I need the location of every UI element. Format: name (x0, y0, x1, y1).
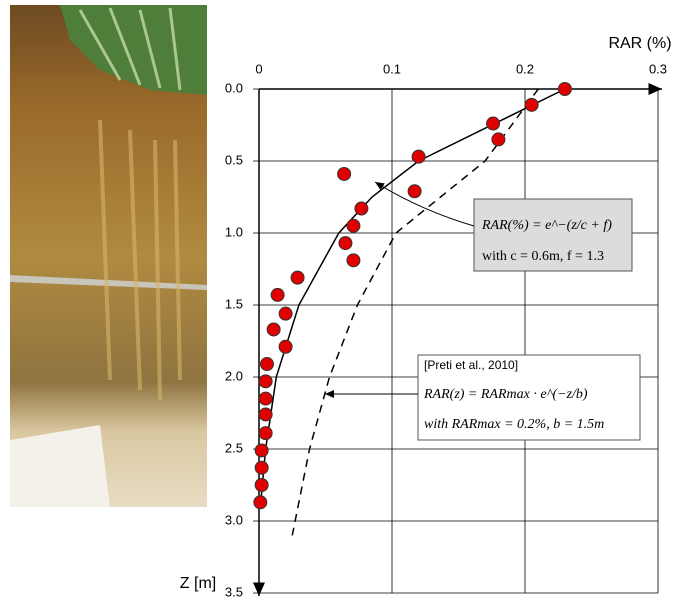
data-point (412, 150, 425, 163)
data-point (291, 271, 304, 284)
data-point (525, 98, 538, 111)
data-point (271, 288, 284, 301)
y-tick-label: 3.0 (225, 512, 243, 527)
annotation-box: [Preti et al., 2010] RAR(z) = RARmax · e… (325, 355, 640, 440)
data-point (347, 219, 360, 232)
y-tick-label: 3.5 (225, 584, 243, 599)
data-point (355, 202, 368, 215)
y-axis-label: Z [m] (180, 575, 216, 592)
data-point (279, 340, 292, 353)
data-point (260, 358, 273, 371)
data-point (338, 167, 351, 180)
x-tick-label: 0 (255, 61, 262, 76)
data-point (259, 408, 272, 421)
x-tick-label: 0.1 (383, 61, 401, 76)
data-point (347, 254, 360, 267)
data-point (279, 307, 292, 320)
data-point (255, 479, 268, 492)
data-point (254, 496, 267, 509)
y-tick-label: 2.5 (225, 440, 243, 455)
data-point (259, 427, 272, 440)
y-tick-label: 2.0 (225, 368, 243, 383)
annotation-text: RAR(z) = RARmax · e^(−z/b) (423, 387, 588, 402)
x-tick-label: 0.3 (649, 61, 667, 76)
chart: 0 0.1 0.2 0.3 0.0 0.5 1.0 1.5 2.0 2.5 3.0 3.5 RAR(%… (0, 0, 692, 600)
data-point (558, 83, 571, 96)
plot-area: 0 0.1 0.2 0.3 0.0 0.5 1.0 1.5 2.0 2.5 3.0 3.5 (225, 61, 667, 599)
data-point (267, 323, 280, 336)
curve (260, 89, 565, 507)
x-axis-label: RAR (%) (608, 35, 671, 52)
y-tick-label: 1.0 (225, 224, 243, 239)
data-point (259, 375, 272, 388)
annotation-text: with c = 0.6m, f = 1.3 (482, 249, 604, 264)
x-tick-label: 0.2 (516, 61, 534, 76)
data-point (255, 444, 268, 457)
data-point (339, 237, 352, 250)
data-point (408, 185, 421, 198)
annotation-text: [Preti et al., 2010] (424, 358, 518, 372)
data-point (487, 117, 500, 130)
data-point (492, 133, 505, 146)
annotation-text: RAR(%) = e^−(z/c + f) (481, 218, 612, 233)
data-point (259, 392, 272, 405)
y-tick-label: 0.0 (225, 80, 243, 95)
data-point (255, 461, 268, 474)
y-tick-label: 1.5 (225, 296, 243, 311)
photo (10, 5, 207, 507)
y-tick-label: 0.5 (225, 152, 243, 167)
annotation-text: with RARmax = 0.2%, b = 1.5m (424, 417, 604, 432)
